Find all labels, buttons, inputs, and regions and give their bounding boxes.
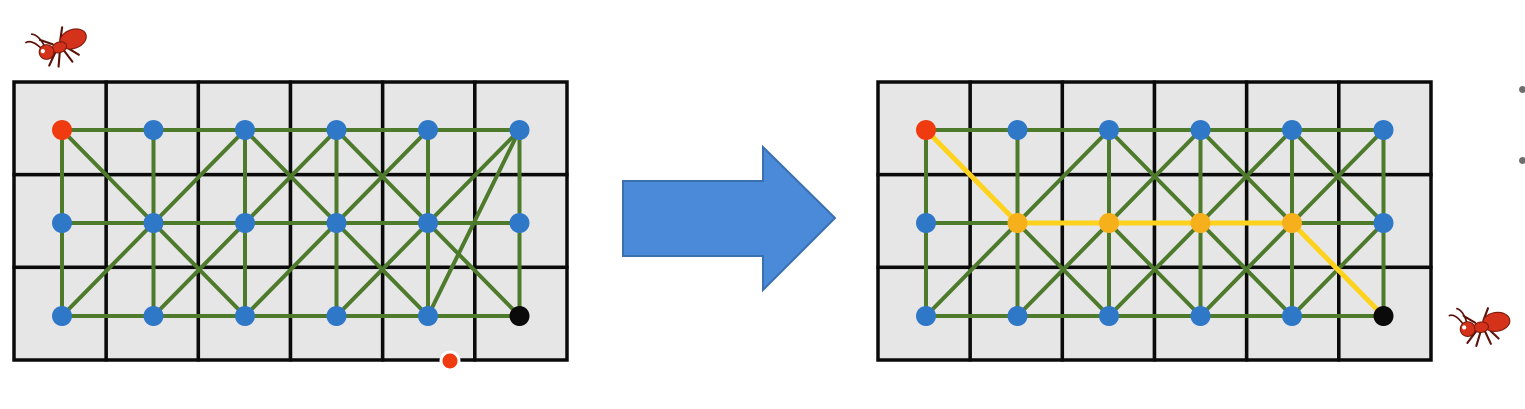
graph-node <box>143 213 164 233</box>
path-node <box>1007 213 1028 233</box>
graph-node <box>418 120 438 140</box>
ant-leg <box>1466 329 1478 344</box>
graph-node <box>52 306 72 326</box>
ant-icon <box>24 26 87 68</box>
graph-edge <box>334 128 430 225</box>
ant-icon <box>1448 307 1511 347</box>
graph-edge <box>426 128 522 225</box>
graph-node <box>1373 120 1394 140</box>
path-edge <box>1289 220 1386 319</box>
graph-edge <box>151 128 247 225</box>
graph-edge <box>60 128 156 225</box>
graph-node <box>235 213 255 233</box>
graph-node <box>1282 306 1302 326</box>
graph-edges <box>924 128 1386 318</box>
graph-node <box>143 120 164 140</box>
graph-node <box>52 213 72 233</box>
ant-leg <box>57 50 61 68</box>
ant-leg <box>62 49 74 63</box>
graph-node <box>326 213 347 233</box>
graph-edge <box>1290 128 1386 225</box>
graph-node <box>1007 120 1028 140</box>
graph-node <box>235 306 255 326</box>
graph-node <box>418 306 438 326</box>
ant-leg <box>1483 329 1492 345</box>
end-node <box>509 306 530 326</box>
ant-antenna <box>31 33 45 46</box>
graph-node <box>326 120 347 140</box>
ant-eye <box>1462 325 1467 330</box>
graph-edge <box>1198 128 1294 225</box>
ant-antenna <box>1448 314 1464 324</box>
graph-edge <box>426 221 522 318</box>
start-node <box>52 120 72 140</box>
ant-antenna <box>24 40 41 49</box>
graph-node <box>1007 306 1028 326</box>
graph-edge <box>426 128 522 318</box>
path-node <box>1099 213 1119 233</box>
ant-leg <box>1475 330 1482 347</box>
graph-node <box>1190 306 1211 326</box>
ant-antenna <box>1455 307 1468 323</box>
graph-edge <box>243 128 339 225</box>
ant-leg <box>48 51 57 67</box>
graph-edge <box>1107 221 1203 318</box>
ant-eye <box>40 49 45 54</box>
path-edge <box>923 127 1020 226</box>
graph-node <box>509 120 530 140</box>
path-node <box>1282 213 1302 233</box>
graph-node <box>326 306 347 326</box>
graph-node <box>509 213 530 233</box>
graph-edges <box>60 128 522 318</box>
graph-node <box>1282 120 1302 140</box>
red-dot-icon <box>439 350 461 372</box>
graph-node <box>916 306 936 326</box>
graph-node <box>916 213 936 233</box>
graph-edge <box>1015 128 1111 225</box>
graph-edge <box>1015 221 1111 318</box>
graph-edge <box>334 221 430 318</box>
found-path <box>923 127 1386 319</box>
graph-node <box>1099 306 1119 326</box>
graph-edge <box>1107 128 1203 225</box>
right-arrow-icon <box>622 144 837 293</box>
panel-before <box>12 80 569 362</box>
bullet-icon <box>1519 157 1525 164</box>
graph-node <box>143 306 164 326</box>
graph-edge <box>151 221 247 318</box>
graph-node <box>418 213 438 233</box>
bullet-icon <box>1519 86 1525 93</box>
graph-edge <box>243 221 339 318</box>
graph-edge <box>1198 221 1294 318</box>
graph-node <box>1373 213 1394 233</box>
graph-nodes <box>916 120 1394 326</box>
panel-after <box>876 80 1433 362</box>
graph-node <box>1099 120 1119 140</box>
graph-edge <box>924 221 1020 318</box>
graph-edge <box>60 221 156 318</box>
graph-nodes <box>52 120 530 326</box>
start-node <box>916 120 936 140</box>
path-node <box>1190 213 1211 233</box>
end-node <box>1373 306 1394 326</box>
graph-node <box>1190 120 1211 140</box>
graph-node <box>235 120 255 140</box>
